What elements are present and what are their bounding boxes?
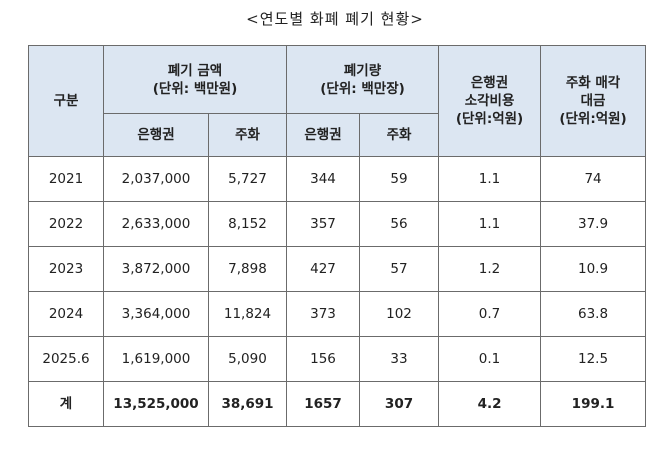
header-burn-cost: 은행권 소각비용 (단위:억원) bbox=[438, 45, 542, 157]
header-burn-cost-line2: 소각비용 bbox=[464, 93, 515, 109]
header-amount-banknote: 은행권 bbox=[103, 113, 209, 157]
header-burn-cost-line1: 은행권 bbox=[470, 75, 509, 91]
header-volume-unit: (단위: 백만장) bbox=[320, 80, 405, 97]
cell-amount-coin: 5,090 bbox=[207, 336, 288, 382]
cell-burn-cost: 1.1 bbox=[438, 201, 542, 247]
cell-year: 2024 bbox=[28, 291, 104, 337]
header-coin-sale-unit: (단위:억원) bbox=[559, 111, 627, 127]
cell-amount-banknote: 2,037,000 bbox=[103, 156, 209, 202]
header-amount-unit: (단위: 백만원) bbox=[152, 80, 238, 97]
disposal-table: 구분 폐기 금액 (단위: 백만원) 폐기량 (단위: 백만장) 은행권 소각비… bbox=[28, 45, 647, 427]
cell-volume-banknote: 357 bbox=[286, 201, 361, 247]
cell-volume-coin: 102 bbox=[359, 291, 440, 337]
table-row: 2021 2,037,000 5,727 344 59 1.1 74 bbox=[28, 156, 647, 202]
cell-amount-coin: 7,898 bbox=[207, 246, 288, 292]
cell-volume-coin: 57 bbox=[359, 246, 440, 292]
table-body: 2021 2,037,000 5,727 344 59 1.1 74 2022 … bbox=[28, 156, 647, 427]
total-label: 계 bbox=[28, 381, 104, 427]
total-amount-banknote: 13,525,000 bbox=[103, 381, 209, 427]
cell-burn-cost: 1.2 bbox=[438, 246, 542, 292]
table-header: 구분 폐기 금액 (단위: 백만원) 폐기량 (단위: 백만장) 은행권 소각비… bbox=[28, 45, 647, 157]
table-row: 2025.6 1,619,000 5,090 156 33 0.1 12.5 bbox=[28, 336, 647, 382]
header-burn-cost-unit: (단위:억원) bbox=[455, 111, 524, 127]
cell-amount-banknote: 3,872,000 bbox=[103, 246, 209, 292]
total-coin-sale: 199.1 bbox=[540, 381, 647, 427]
total-volume-coin: 307 bbox=[359, 381, 440, 427]
total-amount-coin: 38,691 bbox=[207, 381, 288, 427]
table-title: <연도별 화폐 폐기 현황> bbox=[246, 10, 424, 28]
header-amount-title: 폐기 금액 bbox=[167, 62, 223, 79]
cell-burn-cost: 0.7 bbox=[438, 291, 542, 337]
cell-burn-cost: 1.1 bbox=[438, 156, 542, 202]
cell-coin-sale: 37.9 bbox=[540, 201, 647, 247]
header-volume-group: 폐기량 (단위: 백만장) bbox=[286, 45, 440, 114]
cell-year: 2021 bbox=[28, 156, 104, 202]
total-row: 계 13,525,000 38,691 1657 307 4.2 199.1 bbox=[28, 381, 647, 427]
cell-volume-coin: 59 bbox=[359, 156, 440, 202]
header-coin-sale-line1: 주화 매각 bbox=[565, 75, 621, 91]
cell-amount-banknote: 1,619,000 bbox=[103, 336, 209, 382]
cell-burn-cost: 0.1 bbox=[438, 336, 542, 382]
cell-coin-sale: 10.9 bbox=[540, 246, 647, 292]
cell-amount-coin: 11,824 bbox=[207, 291, 288, 337]
header-volume-title: 폐기량 bbox=[343, 62, 382, 79]
header-amount-group: 폐기 금액 (단위: 백만원) bbox=[102, 45, 288, 114]
total-burn-cost: 4.2 bbox=[438, 381, 542, 427]
cell-volume-banknote: 344 bbox=[286, 156, 361, 202]
cell-amount-banknote: 3,364,000 bbox=[103, 291, 209, 337]
cell-amount-coin: 8,152 bbox=[207, 201, 288, 247]
table-row: 2023 3,872,000 7,898 427 57 1.2 10.9 bbox=[28, 246, 647, 292]
header-volume-banknote: 은행권 bbox=[286, 113, 361, 157]
cell-volume-banknote: 373 bbox=[286, 291, 361, 337]
cell-year: 2025.6 bbox=[28, 336, 104, 382]
table-row: 2024 3,364,000 11,824 373 102 0.7 63.8 bbox=[28, 291, 647, 337]
cell-amount-coin: 5,727 bbox=[207, 156, 288, 202]
cell-year: 2023 bbox=[28, 246, 104, 292]
cell-coin-sale: 63.8 bbox=[540, 291, 647, 337]
header-amount-coin: 주화 bbox=[207, 113, 288, 157]
table-row: 2022 2,633,000 8,152 357 56 1.1 37.9 bbox=[28, 201, 647, 247]
cell-volume-banknote: 427 bbox=[286, 246, 361, 292]
header-coin-sale: 주화 매각 대금 (단위:억원) bbox=[540, 45, 647, 157]
total-volume-banknote: 1657 bbox=[286, 381, 361, 427]
cell-volume-coin: 56 bbox=[359, 201, 440, 247]
header-coin-sale-line2: 대금 bbox=[580, 93, 606, 109]
header-volume-coin: 주화 bbox=[359, 113, 440, 157]
cell-volume-banknote: 156 bbox=[286, 336, 361, 382]
cell-amount-banknote: 2,633,000 bbox=[103, 201, 209, 247]
cell-coin-sale: 74 bbox=[540, 156, 647, 202]
cell-coin-sale: 12.5 bbox=[540, 336, 647, 382]
cell-year: 2022 bbox=[28, 201, 104, 247]
cell-volume-coin: 33 bbox=[359, 336, 440, 382]
header-category: 구분 bbox=[28, 45, 104, 157]
